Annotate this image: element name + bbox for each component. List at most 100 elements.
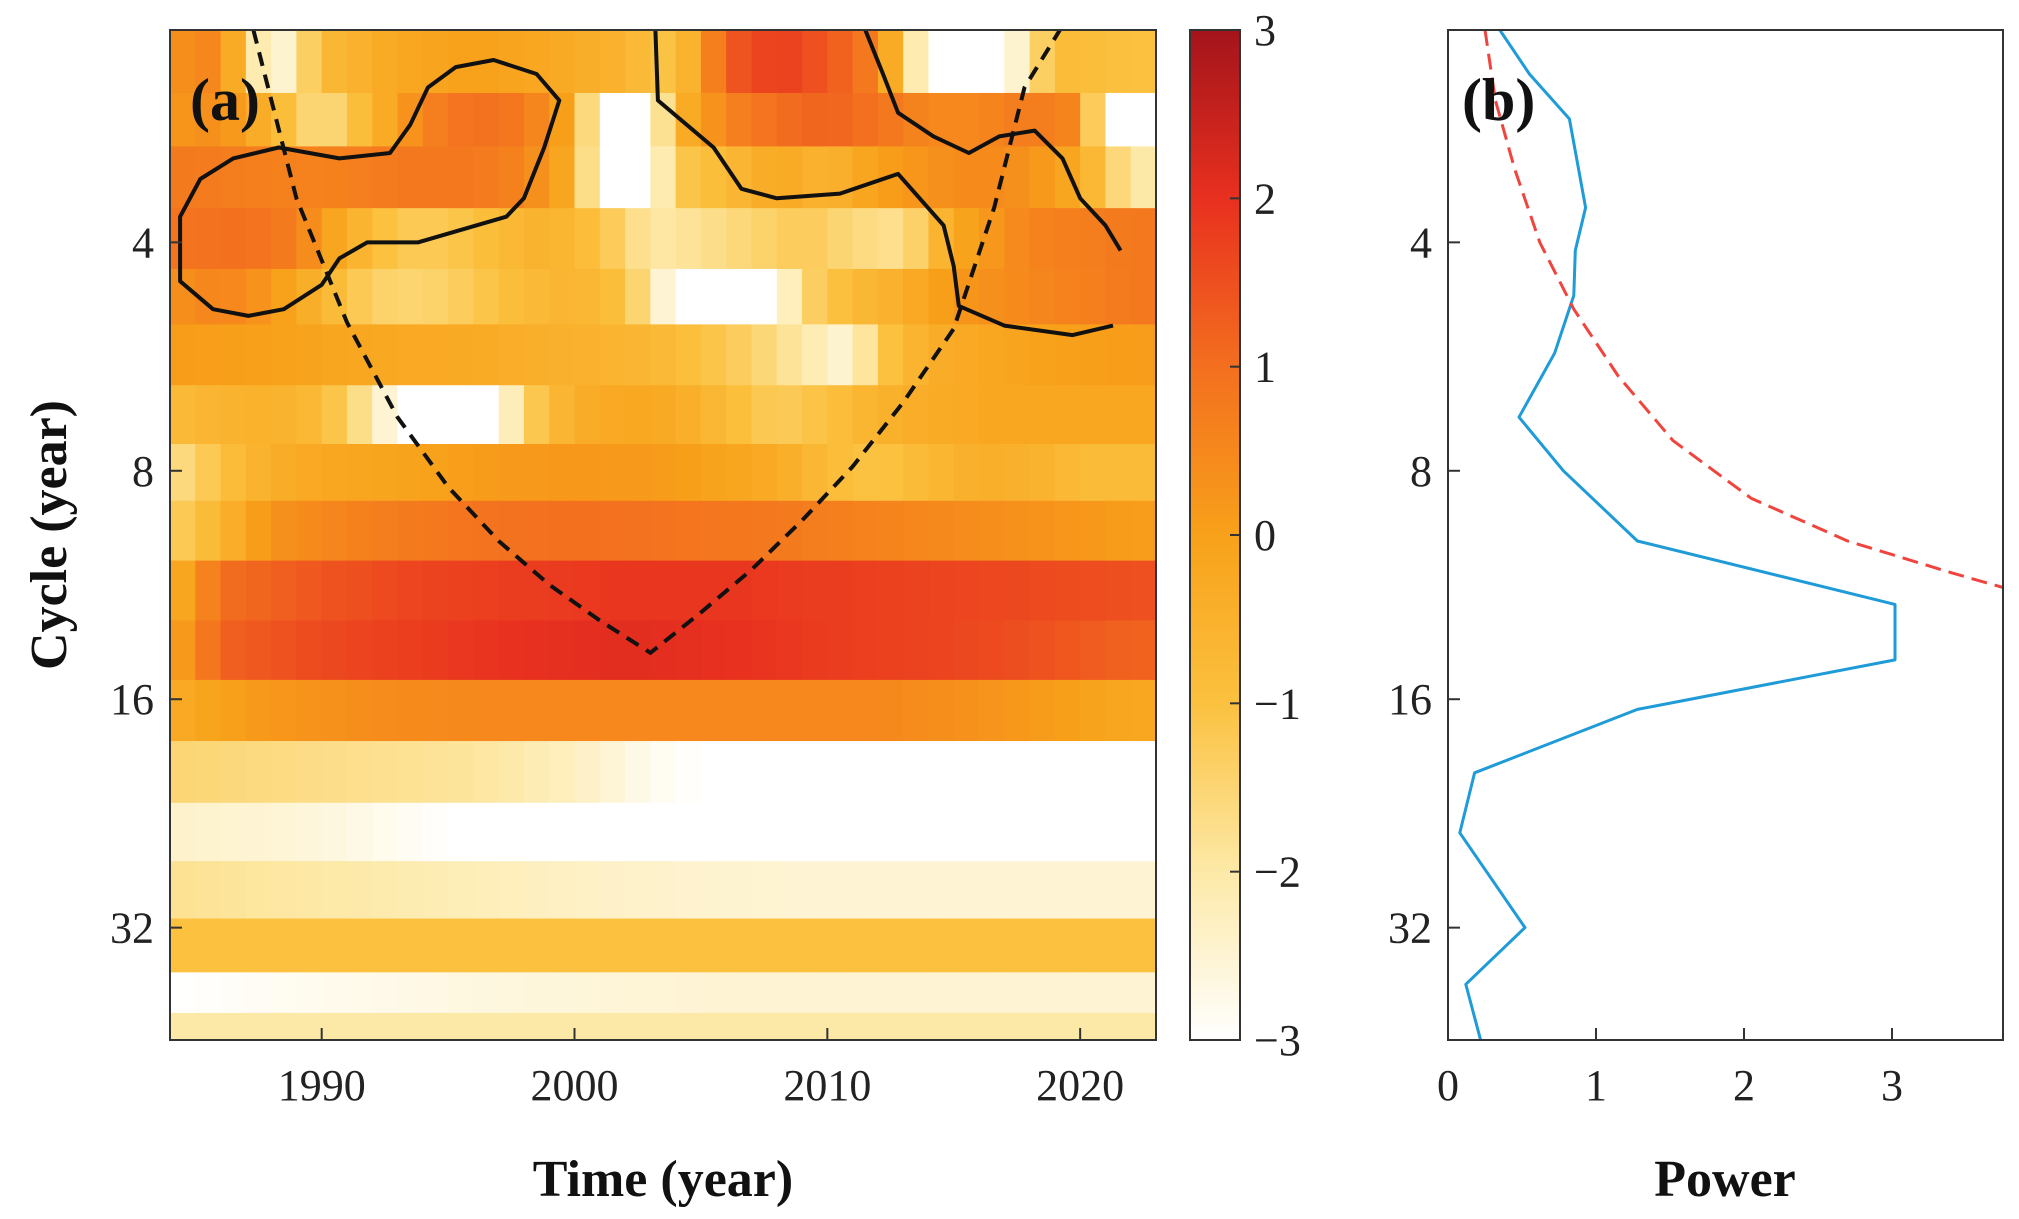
heatmap-cell	[1080, 268, 1107, 325]
heatmap-cell	[726, 444, 753, 502]
heatmap-cell	[979, 30, 1005, 94]
heatmap-cell	[827, 30, 854, 94]
heatmap-cell	[422, 500, 449, 562]
heatmap-cell	[498, 620, 525, 681]
heatmap-cell	[1029, 560, 1056, 622]
wavelet-y-axis-title: Cycle (year)	[21, 400, 78, 670]
heatmap-cell	[574, 268, 601, 325]
heatmap-cell	[650, 918, 677, 973]
heatmap-cell	[776, 1012, 803, 1041]
heatmap-cell	[625, 972, 651, 1014]
heatmap-cell	[1004, 861, 1031, 920]
heatmap-cell	[220, 324, 247, 386]
heatmap-cell	[1029, 208, 1056, 270]
heatmap-cell	[852, 560, 879, 622]
heatmap-cell	[170, 208, 196, 270]
heatmap-cell	[523, 444, 550, 502]
heatmap-cell	[498, 146, 525, 209]
heatmap-cell	[296, 861, 323, 920]
heatmap-cell	[170, 861, 196, 920]
heatmap-cell	[751, 861, 778, 920]
y-tick-label: 16	[110, 675, 154, 724]
heatmap-cell	[1004, 679, 1031, 742]
global-power-panel: 0 1 2 3 4 8 16 32 (b) Power	[1388, 29, 2004, 1208]
heatmap-cell	[549, 679, 576, 742]
heatmap-cell	[700, 1012, 727, 1041]
heatmap-cell	[549, 802, 576, 862]
heatmap-cell	[751, 444, 778, 502]
heatmap-cell	[726, 500, 753, 562]
heatmap-cell	[549, 385, 576, 445]
heatmap-cell	[473, 918, 500, 973]
heatmap-cell	[802, 679, 828, 742]
heatmap-cell	[726, 30, 753, 94]
heatmap-cell	[903, 972, 930, 1014]
heatmap-cell	[296, 802, 323, 862]
heatmap-cell	[523, 861, 550, 920]
heatmap-cell	[953, 620, 980, 681]
heatmap-cell	[827, 500, 854, 562]
heatmap-cell	[625, 92, 651, 147]
heatmap-cell	[1105, 444, 1132, 502]
heatmap-cell	[220, 92, 247, 147]
heatmap-cell	[827, 146, 854, 209]
heatmap-cell	[1029, 741, 1056, 804]
heatmap-cell	[827, 208, 854, 270]
heatmap-cell	[321, 92, 348, 147]
heatmap-cell	[1054, 444, 1081, 502]
heatmap-cell	[422, 92, 449, 147]
heatmap-cell	[498, 560, 525, 622]
heatmap-cell	[928, 385, 955, 445]
heatmap-cell	[170, 620, 196, 681]
heatmap-cell	[1080, 30, 1107, 94]
heatmap-cell	[852, 92, 879, 147]
heatmap-cell	[245, 802, 272, 862]
heatmap-cell	[928, 972, 955, 1014]
heatmap-cell	[802, 500, 828, 562]
heatmap-cell	[625, 324, 651, 386]
heatmap-cell	[1054, 1012, 1081, 1041]
colorbar: 3 2 1 0 −1 −2 −3	[1189, 6, 1301, 1065]
y-tick-label: 32	[1388, 904, 1432, 953]
heatmap-cell	[625, 741, 651, 804]
heatmap-cell	[953, 972, 980, 1014]
heatmap-cell	[979, 500, 1005, 562]
power-axis-ticks: 0 1 2 3 4 8 16 32	[1388, 218, 1903, 1110]
heatmap-cell	[700, 741, 727, 804]
heatmap-cell	[1105, 918, 1132, 973]
heatmap-cell	[776, 560, 803, 622]
heatmap-cell	[675, 560, 702, 622]
heatmap-cell	[1105, 30, 1132, 94]
heatmap-cell	[523, 620, 550, 681]
heatmap-cell	[776, 385, 803, 445]
heatmap-cell	[195, 444, 222, 502]
heatmap-cell	[1029, 972, 1056, 1014]
heatmap-cell	[220, 918, 247, 973]
heatmap-cell	[650, 861, 677, 920]
heatmap-cell	[650, 1012, 677, 1041]
heatmap-cell	[979, 741, 1005, 804]
heatmap-cell	[1105, 146, 1132, 209]
heatmap-cell	[422, 918, 449, 973]
heatmap-cell	[473, 324, 500, 386]
heatmap-cell	[751, 918, 778, 973]
heatmap-cell	[574, 802, 601, 862]
global-power-line	[1458, 29, 1897, 1041]
heatmap-cell	[170, 802, 196, 862]
heatmap-cell	[271, 1012, 298, 1041]
heatmap-cell	[448, 208, 474, 270]
heatmap-cell	[953, 1012, 980, 1041]
heatmap-cell	[422, 620, 449, 681]
heatmap-cell	[296, 146, 323, 209]
heatmap-cell	[1105, 972, 1132, 1014]
heatmap-cell	[1054, 861, 1081, 920]
heatmap-cell	[852, 500, 879, 562]
heatmap-cell	[1105, 385, 1132, 445]
x-tick-label: 2020	[1036, 1061, 1124, 1110]
heatmap-cell	[1080, 146, 1107, 209]
heatmap-cell	[776, 918, 803, 973]
heatmap-cell	[498, 1012, 525, 1041]
heatmap-cell	[245, 620, 272, 681]
y-tick-label: 4	[132, 218, 154, 267]
heatmap-cell	[751, 741, 778, 804]
